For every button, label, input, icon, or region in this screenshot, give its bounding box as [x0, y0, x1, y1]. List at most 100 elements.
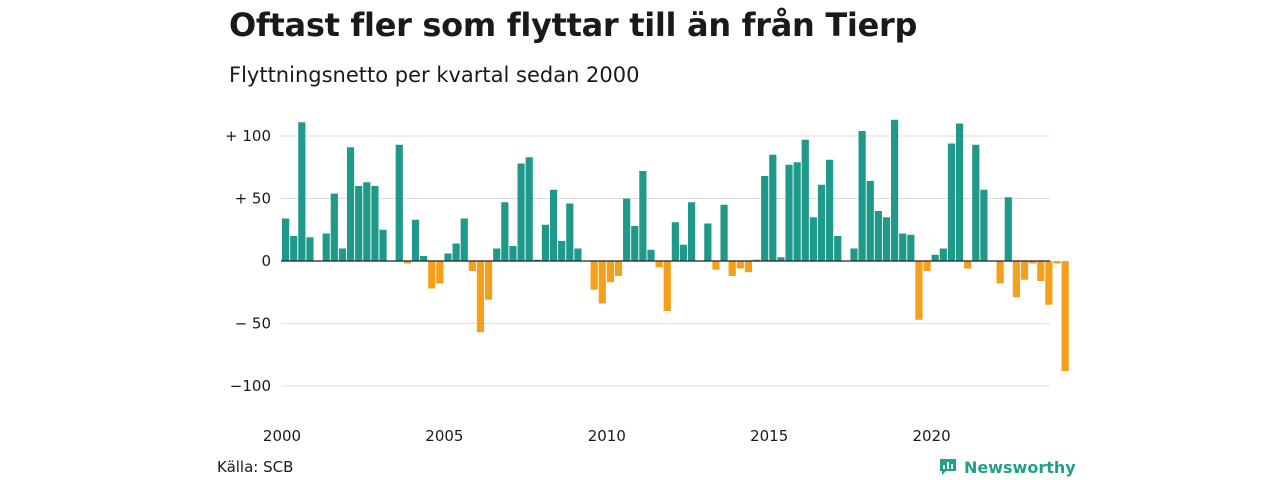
- brand-name: Newsworthy: [964, 457, 1076, 477]
- bar: [850, 248, 858, 261]
- bar: [817, 184, 826, 261]
- chart-title: Oftast fler som flyttar till än från Tie…: [229, 6, 918, 44]
- bar: [476, 261, 485, 333]
- bar: [452, 243, 460, 261]
- bars: [282, 119, 1069, 371]
- bar: [322, 233, 330, 261]
- bar: [785, 164, 793, 261]
- bar: [306, 237, 314, 261]
- bar: [485, 261, 493, 300]
- bar: [947, 143, 956, 261]
- x-tick-label: 2005: [425, 427, 463, 445]
- bar: [290, 236, 298, 261]
- bar: [468, 261, 476, 271]
- bar: [614, 261, 623, 276]
- bar: [923, 261, 931, 271]
- bar: [509, 246, 517, 261]
- bar: [720, 204, 728, 261]
- chart-subtitle: Flyttningsnetto per kvartal sedan 2000: [229, 63, 640, 87]
- source-note: Källa: SCB: [217, 458, 294, 476]
- bar: [907, 234, 915, 261]
- brand-logo: Newsworthy: [938, 455, 1076, 479]
- bar: [1029, 261, 1037, 264]
- y-axis-labels: + 100 + 50 0 − 50 −100: [225, 127, 271, 395]
- bar: [874, 211, 882, 261]
- bar: [679, 244, 688, 261]
- bar: [964, 261, 972, 269]
- bar: [444, 253, 452, 261]
- bar: [574, 248, 582, 261]
- bar: [501, 202, 509, 261]
- bar: [704, 223, 712, 261]
- bar: [282, 218, 290, 261]
- bar: [777, 257, 785, 261]
- bar: [533, 259, 541, 261]
- bar: [517, 163, 525, 261]
- bar: [858, 131, 866, 261]
- bar: [647, 249, 655, 261]
- bar: [606, 261, 614, 283]
- bar: [899, 233, 907, 261]
- bar: [428, 261, 436, 289]
- bar: [395, 144, 403, 261]
- x-tick-label: 2010: [588, 427, 626, 445]
- grid-lines: [281, 135, 1050, 387]
- bar: [598, 261, 606, 304]
- bar: [1061, 261, 1069, 371]
- bar: [736, 261, 744, 269]
- bar: [590, 261, 598, 290]
- bar: [931, 254, 939, 261]
- bar: [330, 193, 338, 261]
- bar: [793, 162, 801, 261]
- bar: [688, 202, 696, 261]
- bar: [752, 259, 761, 261]
- x-axis-labels: 2000 2005 2010 2015 2020: [263, 427, 951, 445]
- bar: [769, 154, 777, 261]
- y-tick-label: − 50: [235, 315, 271, 333]
- bar: [298, 122, 306, 261]
- bar: [809, 217, 817, 261]
- bar: [801, 139, 809, 261]
- bar: [915, 261, 923, 320]
- bar: [655, 261, 663, 268]
- bar: [549, 189, 558, 261]
- bar: [403, 261, 411, 264]
- x-tick-label: 2015: [750, 427, 788, 445]
- bar: [744, 261, 753, 273]
- bar: [1012, 261, 1020, 298]
- bar: [1053, 261, 1061, 264]
- bar: [866, 181, 874, 261]
- y-tick-label: + 50: [235, 190, 271, 208]
- bar: [955, 123, 964, 261]
- bar: [1020, 261, 1029, 280]
- bar: [826, 159, 834, 261]
- bar: [371, 186, 379, 261]
- bar: [566, 203, 574, 261]
- bar: [1004, 197, 1012, 261]
- newsworthy-logo-icon: [940, 459, 956, 475]
- x-tick-label: 2000: [263, 427, 301, 445]
- bar: [980, 189, 988, 261]
- y-tick-label: 0: [261, 252, 271, 270]
- y-tick-label: + 100: [225, 127, 271, 145]
- bar: [379, 229, 387, 261]
- bar: [761, 176, 769, 261]
- bar: [882, 217, 891, 261]
- bar: [671, 222, 679, 261]
- bar: [346, 147, 355, 261]
- bar: [631, 226, 639, 261]
- bar: [623, 198, 631, 261]
- bar: [436, 261, 444, 284]
- bar: [972, 144, 980, 261]
- bar: [834, 236, 842, 261]
- bar: [411, 219, 420, 261]
- bar: [1045, 261, 1053, 305]
- bar: [541, 224, 550, 261]
- bar: [639, 171, 647, 261]
- bar: [728, 261, 736, 276]
- bar: [420, 256, 428, 261]
- bar: [525, 157, 533, 261]
- bar: [558, 241, 566, 261]
- bar: [939, 248, 947, 261]
